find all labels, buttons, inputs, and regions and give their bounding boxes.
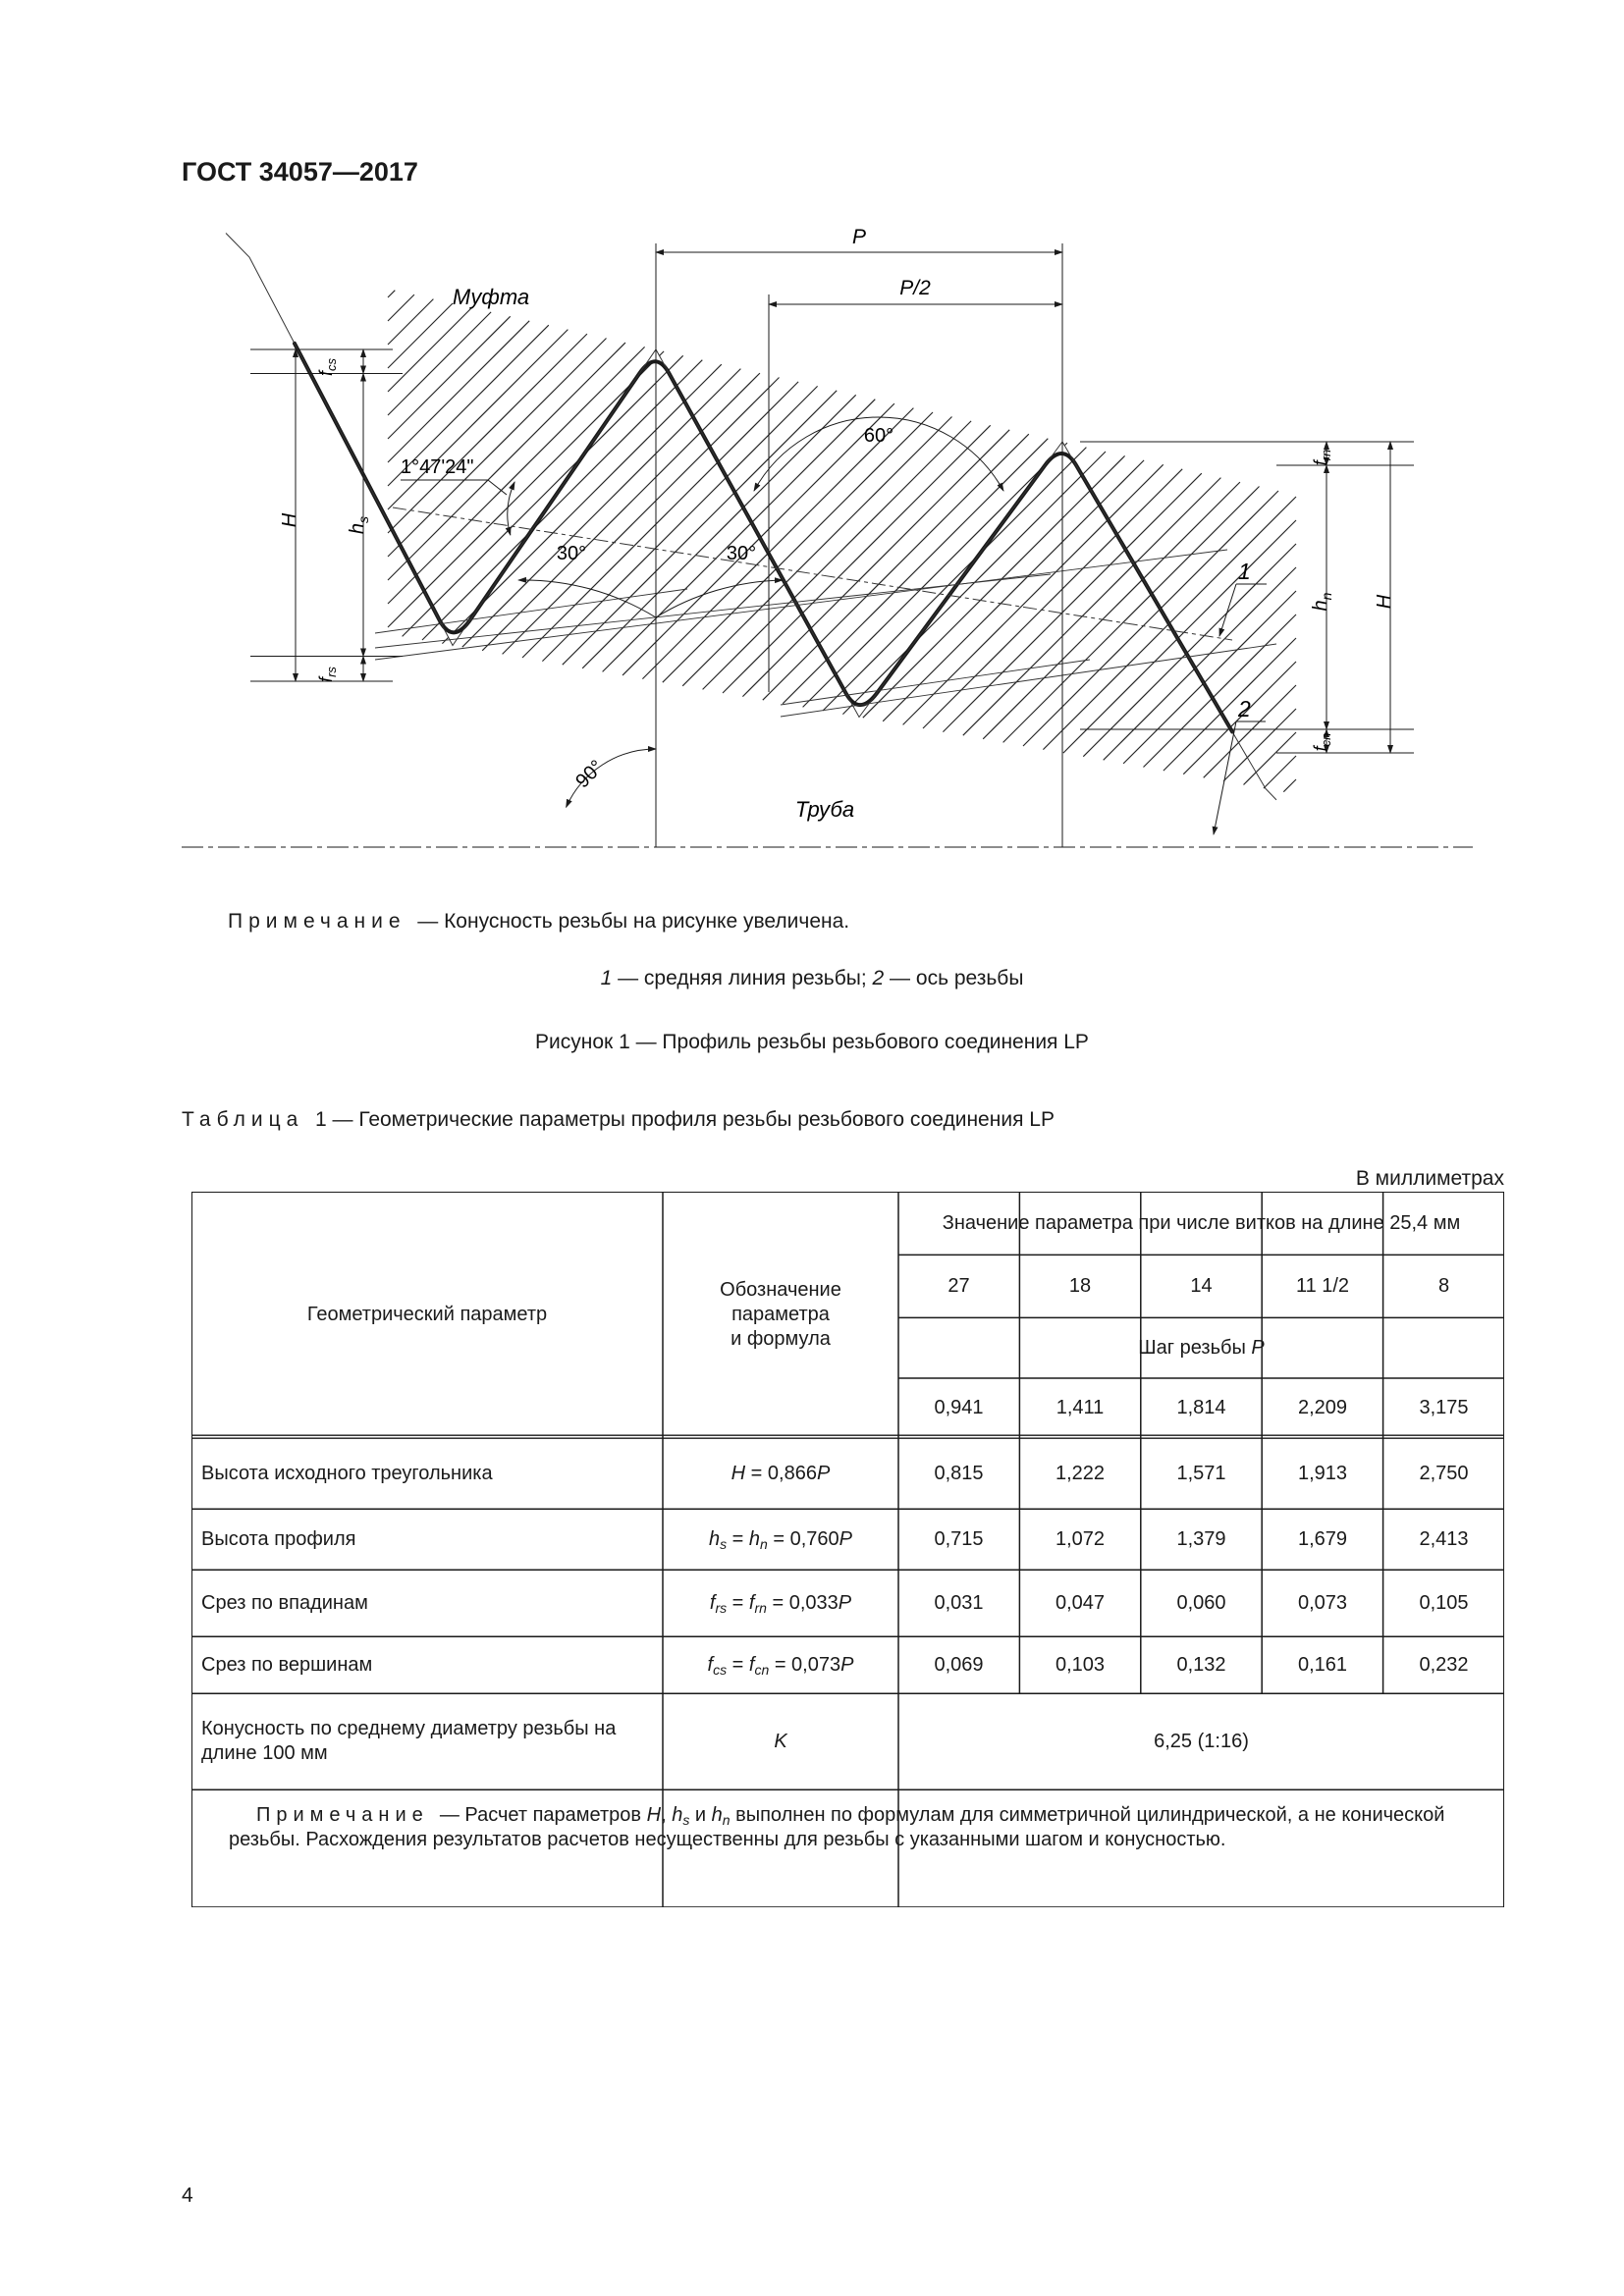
svg-text:1°47'24": 1°47'24" <box>401 456 474 478</box>
svg-text:fcs: fcs <box>316 357 339 376</box>
svg-text:1: 1 <box>1238 559 1251 584</box>
svg-text:30°: 30° <box>557 543 586 564</box>
svg-text:H: H <box>279 512 300 527</box>
svg-text:30°: 30° <box>727 543 756 564</box>
svg-text:hs: hs <box>347 516 371 534</box>
svg-text:hn: hn <box>1310 592 1334 611</box>
svg-text:60°: 60° <box>864 425 893 447</box>
svg-text:P: P <box>852 226 866 248</box>
svg-text:fcn: fcn <box>1311 733 1333 752</box>
svg-text:Муфта: Муфта <box>453 285 529 309</box>
svg-text:2: 2 <box>1237 696 1251 721</box>
svg-text:H: H <box>1374 594 1395 609</box>
svg-text:P/2: P/2 <box>899 277 931 299</box>
svg-text:frn: frn <box>1311 450 1333 466</box>
svg-text:Труба: Труба <box>795 797 854 822</box>
svg-text:frs: frs <box>316 667 339 682</box>
svg-text:90°: 90° <box>571 756 608 792</box>
